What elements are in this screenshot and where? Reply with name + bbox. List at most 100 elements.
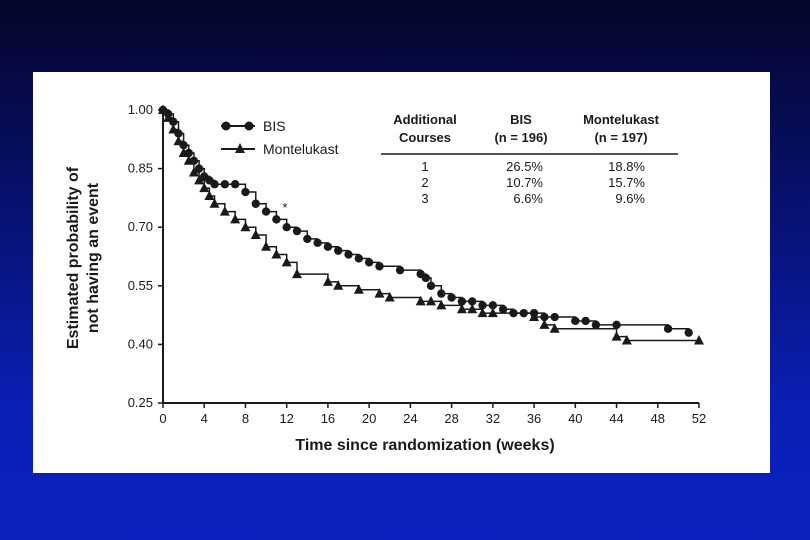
- x-tick-label: 8: [242, 411, 249, 426]
- x-tick-label: 52: [692, 411, 706, 426]
- significance-asterisk: *: [282, 200, 287, 215]
- data-point-montelukast: [529, 311, 540, 322]
- y-tick-label: 0.40: [128, 336, 153, 351]
- data-point-montelukast: [250, 229, 261, 240]
- data-point-montelukast: [436, 299, 447, 310]
- data-point-montelukast: [333, 280, 344, 290]
- table-header-courses-line1: Additional: [393, 112, 457, 127]
- table-row-2-bis: 10.7%: [506, 175, 543, 190]
- data-point-montelukast: [188, 167, 199, 177]
- x-tick-label: 20: [362, 411, 376, 426]
- data-point-bis: [550, 312, 559, 322]
- data-point-bis: [488, 301, 498, 310]
- table-header-montelukast-line2: (n = 197): [594, 130, 647, 145]
- data-point-montelukast: [271, 249, 282, 259]
- data-point-bis: [364, 258, 374, 267]
- x-tick-label: 32: [486, 411, 500, 426]
- table-row-3-bis: 6.6%: [513, 191, 543, 206]
- table-header-bis-line2: (n = 196): [494, 130, 547, 145]
- data-point-montelukast: [173, 135, 184, 146]
- data-point-bis: [468, 297, 477, 306]
- data-point-bis: [663, 324, 673, 333]
- x-tick-label: 16: [321, 411, 335, 426]
- axis-ticks: 0 4 8 12 16 20 24 28 32 36 40 44 48 520.250.400.550.7…: [128, 102, 707, 426]
- data-point-bis: [612, 320, 621, 330]
- data-point-montelukast: [168, 124, 179, 134]
- y-axis-title-line2: not having an event: [85, 182, 102, 333]
- x-tick-label: 4: [201, 411, 208, 426]
- data-point-bis: [478, 301, 487, 310]
- table-row-2-courses: 2: [421, 175, 428, 190]
- data-point-montelukast: [292, 268, 302, 279]
- data-point-bis: [334, 246, 343, 255]
- data-point-montelukast: [487, 307, 498, 318]
- legend-bis-marker-right: [244, 121, 254, 131]
- data-point-bis: [344, 250, 353, 259]
- data-point-bis: [354, 254, 364, 263]
- data-point-montelukast: [183, 155, 194, 165]
- legend-montelukast-marker: [235, 143, 245, 153]
- table-header-montelukast-line1: Montelukast: [583, 112, 660, 127]
- data-point-montelukast: [281, 256, 292, 267]
- data-point-montelukast: [539, 319, 550, 329]
- data-point-montelukast: [163, 112, 174, 122]
- data-point-montelukast: [209, 198, 220, 208]
- data-point-bis: [282, 223, 291, 232]
- data-point-montelukast: [549, 323, 560, 333]
- data-point-bis: [261, 207, 271, 216]
- data-point-bis: [421, 273, 431, 283]
- data-point-montelukast: [467, 303, 478, 314]
- data-point-bis: [230, 180, 240, 189]
- legend-montelukast-label: Montelukast: [263, 141, 339, 157]
- data-point-montelukast: [158, 104, 168, 114]
- x-tick-label: 44: [609, 411, 623, 426]
- y-tick-label: 0.55: [128, 278, 153, 293]
- data-point-bis: [272, 215, 281, 224]
- legend: BIS Montelukast: [221, 118, 339, 157]
- x-tick-label: 28: [444, 411, 458, 426]
- table-row-1-bis: 26.5%: [506, 159, 543, 174]
- data-point-montelukast: [694, 334, 704, 345]
- data-point-bis: [684, 328, 693, 337]
- x-tick-label: 24: [403, 411, 417, 426]
- y-tick-label: 0.85: [128, 161, 153, 176]
- data-point-bis: [437, 289, 446, 298]
- data-point-bis: [194, 164, 204, 173]
- data-point-montelukast: [240, 221, 251, 232]
- data-point-montelukast: [621, 334, 632, 345]
- data-point-bis: [426, 281, 436, 290]
- data-point-montelukast: [477, 307, 488, 318]
- data-point-montelukast: [456, 303, 467, 314]
- table-row-3-courses: 3: [421, 191, 428, 206]
- data-point-bis: [395, 265, 405, 275]
- table-row-1-montelukast: 18.8%: [608, 159, 645, 174]
- x-tick-label: 12: [279, 411, 293, 426]
- table-header-courses-line2: Courses: [399, 130, 451, 145]
- survival-chart: 0 4 8 12 16 20 24 28 32 36 40 44 48 520.250.400.550.7…: [65, 102, 707, 454]
- data-point-montelukast: [178, 147, 189, 157]
- data-point-montelukast: [261, 241, 272, 251]
- data-point-bis: [303, 234, 312, 244]
- data-point-montelukast: [194, 174, 205, 185]
- data-point-bis: [292, 226, 302, 236]
- data-point-montelukast: [199, 182, 210, 193]
- data-point-montelukast: [322, 276, 333, 286]
- x-tick-label: 40: [568, 411, 582, 426]
- y-axis-title-line1: Estimated probability of: [65, 166, 82, 349]
- table-header-bis-line1: BIS: [510, 112, 532, 127]
- data-point-bis: [210, 180, 219, 189]
- data-point-bis: [571, 316, 580, 326]
- table-row-2-montelukast: 15.7%: [608, 175, 645, 190]
- y-tick-label: 0.70: [128, 219, 153, 234]
- data-point-montelukast: [426, 295, 436, 306]
- legend-bis-label: BIS: [263, 118, 286, 134]
- x-axis-title: Time since randomization (weeks): [295, 437, 554, 454]
- legend-bis-marker-left: [221, 121, 231, 131]
- data-point-montelukast: [384, 292, 395, 302]
- data-point-montelukast: [230, 213, 241, 224]
- data-point-bis: [581, 316, 590, 326]
- data-point-montelukast: [353, 284, 364, 294]
- table-row-3-montelukast: 9.6%: [615, 191, 645, 206]
- table-row-1-courses: 1: [421, 159, 428, 174]
- data-point-montelukast: [611, 331, 622, 341]
